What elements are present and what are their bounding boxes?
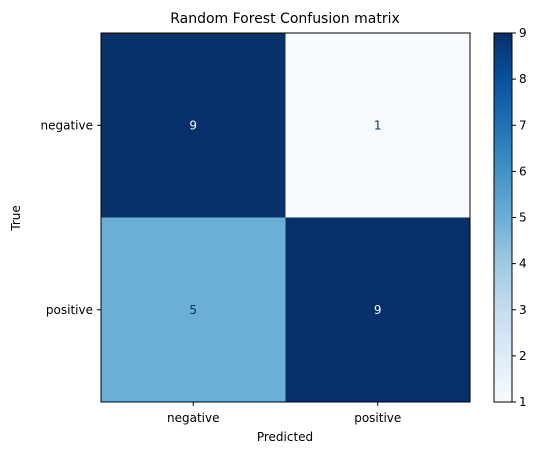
heatmap-cell	[285, 217, 470, 402]
x-tick-label: negative	[167, 411, 219, 425]
colorbar-tick-label: 8	[519, 72, 527, 86]
x-axis-ticks: negative positive	[167, 402, 401, 425]
heatmap-cell	[101, 33, 286, 218]
cell-value-label: 9	[374, 303, 382, 317]
colorbar-tick-label: 1	[519, 395, 527, 409]
y-tick-label: positive	[46, 303, 93, 317]
x-tick-label: positive	[354, 411, 401, 425]
colorbar-tick-label: 4	[519, 257, 527, 271]
x-axis-label: Predicted	[257, 430, 313, 444]
cell-value-label: 9	[189, 118, 197, 132]
colorbar	[493, 32, 513, 403]
plot-frame	[100, 32, 471, 403]
cell-value-label: 1	[374, 118, 382, 132]
colorbar-tick-label: 9	[519, 26, 527, 40]
heatmap-cell-labels: 9 1 5 9	[189, 118, 381, 317]
colorbar-tick-label: 2	[519, 349, 527, 363]
y-axis-ticks: negative positive	[41, 118, 101, 317]
colorbar-ticks: 1 2 3 4 5 6 7 8 9	[512, 26, 527, 409]
chart-title: Random Forest Confusion matrix	[170, 11, 400, 27]
heatmap-cell	[285, 33, 470, 218]
colorbar-tick-label: 3	[519, 303, 527, 317]
colorbar-tick-label: 6	[519, 164, 527, 178]
heatmap-cells	[101, 33, 470, 402]
colorbar-tick-label: 5	[519, 211, 527, 225]
y-tick-label: negative	[41, 118, 93, 132]
y-axis-label: True	[9, 205, 23, 232]
cell-value-label: 5	[189, 303, 197, 317]
heatmap-cell	[101, 217, 286, 402]
colorbar-tick-label: 7	[519, 118, 527, 132]
